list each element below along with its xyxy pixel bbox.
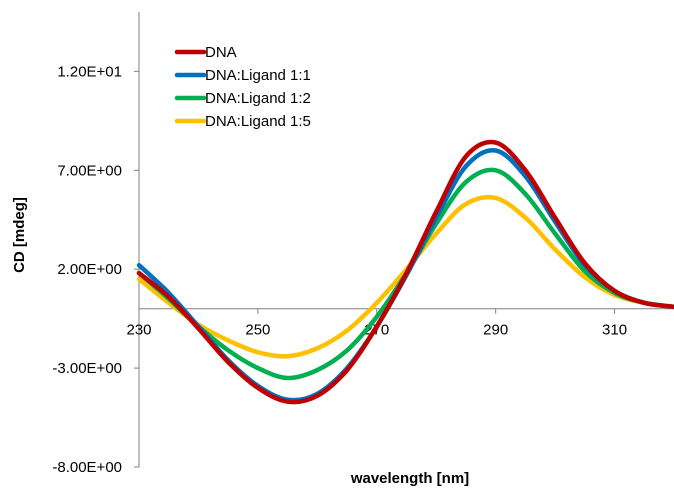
axes-layer: 1.20E+01 7.00E+00 2.00E+00 -3.00E+00 -8.00E+… xyxy=(52,12,674,476)
y-tick-label: 2.00E+00 xyxy=(57,261,122,278)
y-tick-label: -8.00E+00 xyxy=(52,459,122,476)
legend-item: DNA xyxy=(174,44,237,61)
legend-label: DNA:Ligand 1:2 xyxy=(205,90,311,107)
legend-label: DNA xyxy=(205,44,237,61)
y-tick-label: 7.00E+00 xyxy=(57,162,122,179)
legend-item: DNA:Ligand 1:5 xyxy=(174,113,311,130)
x-axis-title: wavelength [nm] xyxy=(350,470,469,487)
series-line-0 xyxy=(136,139,674,405)
y-tick-label: 1.20E+01 xyxy=(57,63,122,80)
legend-label: DNA:Ligand 1:1 xyxy=(205,67,311,84)
x-tick-label: 250 xyxy=(245,322,270,339)
series-layer xyxy=(136,139,674,405)
x-tick-label: 290 xyxy=(483,322,508,339)
legend-item: DNA:Ligand 1:2 xyxy=(174,90,311,107)
y-axis-title: CD [mdeg] xyxy=(11,197,28,273)
legend-item: DNA:Ligand 1:1 xyxy=(174,67,311,84)
legend-label: DNA:Ligand 1:5 xyxy=(205,113,311,130)
y-tick-label: -3.00E+00 xyxy=(52,360,122,377)
x-tick-label: 310 xyxy=(602,322,627,339)
legend: DNA DNA:Ligand 1:1 DNA:Ligand 1:2 DNA:Ligan… xyxy=(174,44,311,130)
x-tick-label: 230 xyxy=(126,322,151,339)
